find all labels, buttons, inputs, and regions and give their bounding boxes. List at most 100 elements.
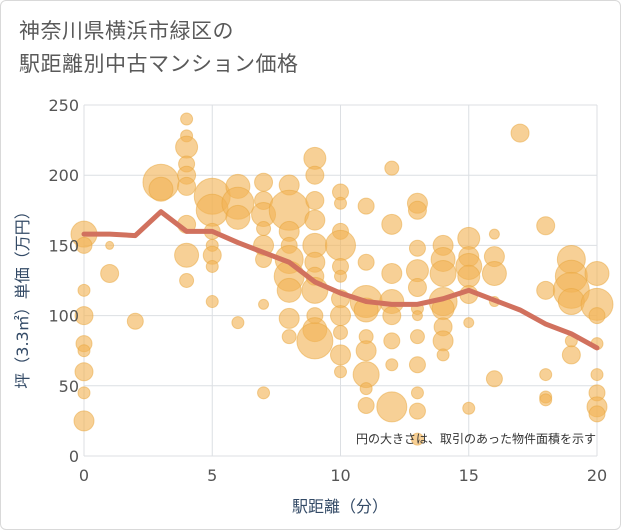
bubble-point [276, 277, 302, 303]
bubble-point [74, 362, 94, 382]
bubble-point [305, 165, 325, 185]
bubble-point [432, 330, 454, 352]
trend-line [81, 209, 600, 351]
bubble-point [77, 283, 91, 297]
bubble-point [561, 345, 581, 365]
bubble-point [357, 197, 375, 215]
bubble-point [384, 160, 400, 176]
bubble-point [305, 190, 325, 210]
bubble-point [257, 386, 271, 400]
bubble-point [408, 402, 426, 420]
bubble-point [256, 221, 272, 237]
bubble-point [539, 393, 553, 407]
bubble-point [382, 306, 402, 326]
y-tick-label: 0 [69, 447, 79, 466]
y-tick-label: 50 [59, 377, 79, 396]
bubble-point [536, 216, 556, 236]
bubble-point [588, 405, 606, 423]
bubble-point [536, 280, 556, 300]
bubble-point [557, 288, 585, 316]
bubble-point [410, 386, 424, 400]
bubble-point [180, 112, 194, 126]
bubble-point [177, 176, 197, 196]
bubble-point [74, 306, 94, 326]
bubble-point [75, 236, 93, 254]
bubble-point [231, 316, 245, 330]
bubble-point [408, 356, 426, 374]
y-tick-label: 100 [48, 307, 79, 326]
x-tick-label: 20 [587, 466, 607, 485]
bubble-point [457, 264, 481, 288]
bubble-point [304, 209, 326, 231]
bubble-point [330, 305, 351, 327]
bubble-point [205, 259, 219, 273]
bubble-point [410, 432, 424, 446]
bubble-point [325, 229, 356, 261]
bubble-point [462, 401, 476, 415]
bubble-point [333, 324, 348, 340]
bubble-point [481, 260, 507, 286]
bubble-point [355, 340, 377, 362]
bubble-point [73, 410, 95, 432]
bubble-point [429, 259, 457, 287]
x-tick-label: 15 [459, 466, 479, 485]
x-tick-label: 0 [79, 466, 89, 485]
bubble-point [463, 317, 475, 329]
bubble-point [488, 228, 500, 240]
bubble-point [457, 226, 481, 250]
bubble-point [100, 263, 120, 283]
bubble-point [590, 368, 604, 382]
bubble-point [407, 278, 427, 298]
bubble-point [584, 260, 610, 286]
bubble-point [254, 172, 274, 192]
bubble-point [296, 322, 334, 360]
bubble-point [334, 269, 347, 283]
bubble-point [411, 310, 423, 322]
title-line-2: 駅距離別中古マンション価格 [19, 52, 299, 76]
bubble-point [385, 358, 399, 372]
bubble-point [175, 135, 199, 159]
bubble-point [278, 307, 300, 329]
bubble-point [510, 123, 530, 143]
x-tick-label: 5 [207, 466, 217, 485]
bubble-point [225, 204, 251, 230]
bubble-point [148, 176, 174, 202]
bubble-point [407, 200, 427, 220]
y-tick-label: 200 [48, 166, 79, 185]
x-tick-labels: 0 5 10 15 20 [79, 466, 607, 485]
bubble-point [174, 242, 200, 268]
bubble-point [381, 213, 403, 235]
bubble-point [179, 273, 195, 288]
bubble-point [334, 196, 347, 210]
bubble-point [383, 332, 401, 350]
bubble-point [126, 312, 144, 330]
x-tick-label: 10 [330, 466, 350, 485]
bubble-point [77, 386, 91, 400]
bubble-size-note: 円の大きさは、取引のあった物件面積を示す [356, 431, 596, 446]
bubble-point [330, 344, 351, 366]
y-tick-label: 150 [48, 236, 79, 255]
bubble-point [334, 365, 347, 379]
bubble-point [357, 253, 375, 271]
bubble-point [281, 329, 297, 345]
bubble-point [376, 391, 408, 423]
bubble-point [408, 239, 426, 257]
bubble-point [359, 382, 373, 396]
bubble-point [258, 298, 270, 310]
x-axis-label: 駅距離（分） [292, 497, 388, 516]
bubble-point [205, 295, 219, 309]
y-tick-labels: 0 50 100 150 200 250 [48, 96, 79, 466]
bubble-point [539, 368, 553, 382]
bubble-point [105, 240, 115, 250]
title-line-1: 神奈川県横浜市緑区の [19, 19, 234, 43]
bubble-point [588, 307, 606, 325]
bubble-point [381, 262, 403, 284]
bubble-point [485, 370, 503, 388]
trend-layer [81, 209, 600, 351]
y-tick-label: 250 [48, 96, 79, 115]
bubble-point [357, 396, 375, 414]
y-axis-label: 坪（3.3㎡）単価（万円） [13, 203, 32, 388]
bubble-point [409, 329, 425, 345]
bubble-point [77, 344, 91, 358]
